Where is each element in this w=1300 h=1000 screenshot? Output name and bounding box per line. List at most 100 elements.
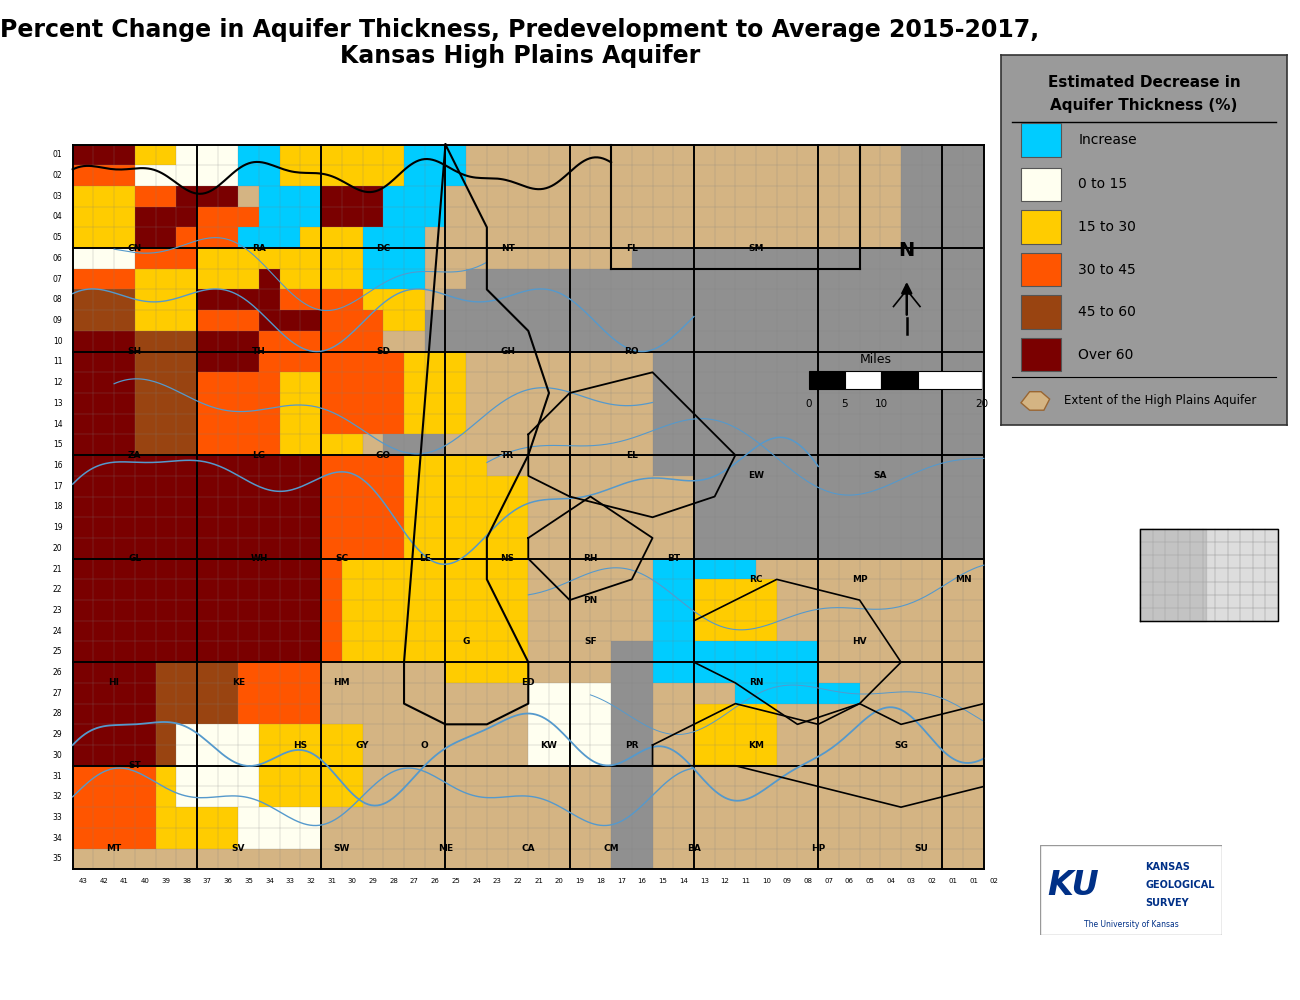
Bar [425, 393, 446, 414]
Bar [715, 434, 736, 455]
Bar [777, 517, 797, 538]
Bar [736, 766, 757, 786]
Text: 08: 08 [803, 878, 812, 884]
Bar [736, 331, 757, 352]
Bar [528, 786, 549, 807]
Bar [135, 704, 156, 724]
Bar [673, 289, 694, 310]
Bar [818, 579, 839, 600]
Text: 34: 34 [52, 834, 62, 843]
Bar [1020, 168, 1061, 201]
Bar [549, 372, 569, 393]
Bar [94, 372, 114, 393]
Bar [809, 371, 845, 389]
Bar [300, 145, 321, 165]
Text: 01: 01 [968, 878, 978, 884]
Bar [569, 786, 590, 807]
Bar [467, 559, 488, 579]
Bar [300, 807, 321, 828]
Text: 35: 35 [244, 878, 254, 884]
Bar [880, 517, 901, 538]
Bar [797, 828, 818, 849]
Bar [280, 600, 300, 621]
Bar [611, 641, 632, 662]
Bar [135, 641, 156, 662]
Bar [280, 559, 300, 579]
Bar [880, 455, 901, 476]
Bar [922, 579, 942, 600]
Text: Percent Change in Aquifer Thickness, Predevelopment to Average 2015-2017,: Percent Change in Aquifer Thickness, Pre… [0, 18, 1040, 42]
Bar [404, 476, 425, 497]
Bar [922, 517, 942, 538]
Bar [590, 724, 611, 745]
Bar [963, 807, 984, 828]
Bar [736, 476, 757, 497]
Bar [569, 165, 590, 186]
Bar [569, 227, 590, 248]
Bar [549, 497, 569, 517]
Bar [838, 352, 859, 372]
Bar [653, 207, 673, 227]
Bar [198, 434, 217, 455]
Bar [238, 807, 259, 828]
Bar [342, 579, 363, 600]
Bar [156, 165, 177, 186]
Bar [217, 704, 238, 724]
Bar [901, 621, 922, 641]
Bar [404, 538, 425, 559]
Bar [404, 641, 425, 662]
Bar [342, 455, 363, 476]
Bar [425, 186, 446, 207]
Bar [198, 310, 217, 331]
Bar [384, 807, 404, 828]
Bar [507, 414, 528, 434]
Text: 09: 09 [52, 316, 62, 325]
Bar [94, 600, 114, 621]
Bar [404, 455, 425, 476]
Bar [963, 724, 984, 745]
Bar [488, 165, 507, 186]
Bar [467, 641, 488, 662]
Bar [673, 745, 694, 766]
Bar [156, 476, 177, 497]
Bar [653, 393, 673, 414]
Bar [321, 269, 342, 289]
Text: 02: 02 [989, 878, 998, 884]
Bar [446, 579, 467, 600]
Bar [300, 165, 321, 186]
Bar [694, 538, 715, 559]
Bar [736, 704, 757, 724]
Bar [73, 165, 94, 186]
Bar [425, 538, 446, 559]
Bar [238, 186, 259, 207]
Bar [901, 497, 922, 517]
Bar [404, 786, 425, 807]
Text: 24: 24 [472, 878, 481, 884]
Bar [901, 828, 922, 849]
Bar [611, 766, 632, 786]
Bar [404, 372, 425, 393]
Bar [901, 579, 922, 600]
Bar [859, 310, 880, 331]
Bar [259, 476, 280, 497]
Bar [757, 372, 777, 393]
Text: 11: 11 [53, 357, 62, 366]
Bar [73, 145, 94, 165]
Bar [177, 517, 198, 538]
Text: 25: 25 [451, 878, 460, 884]
Bar [425, 683, 446, 704]
Bar [94, 538, 114, 559]
Bar [280, 497, 300, 517]
Bar [611, 289, 632, 310]
Bar [963, 538, 984, 559]
Bar [715, 145, 736, 165]
Bar [321, 517, 342, 538]
Bar [342, 310, 363, 331]
Bar [135, 165, 156, 186]
Bar [507, 269, 528, 289]
Bar [342, 145, 363, 165]
Bar [777, 724, 797, 745]
Text: SG: SG [894, 741, 907, 750]
Bar [114, 662, 135, 683]
Bar [488, 414, 507, 434]
